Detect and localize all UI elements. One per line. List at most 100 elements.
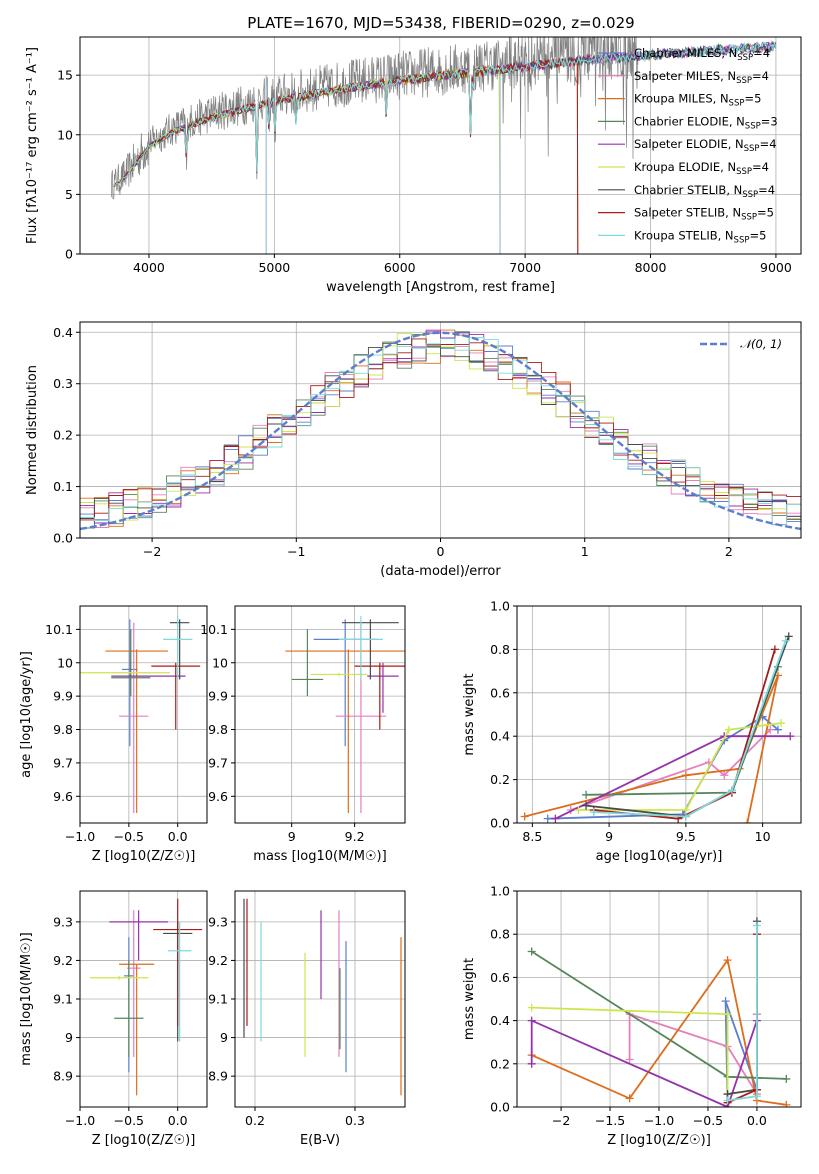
weight-marker bbox=[582, 801, 591, 810]
axes-frame bbox=[516, 890, 802, 1108]
weight-marker bbox=[721, 997, 730, 1006]
x-tick-label: 9.2 bbox=[345, 829, 365, 844]
panel-age_vs_Z: −1.0 −0.5 0.0 9.6 9.7 9.8 9.9 10 10.1 Z [log10(Z/… bbox=[19, 605, 208, 864]
weight-marker bbox=[582, 790, 591, 799]
weight-marker bbox=[723, 1096, 732, 1105]
axes-frame bbox=[79, 890, 208, 1108]
gridlines bbox=[235, 891, 405, 1107]
x-tick-label: −0.5 bbox=[693, 1113, 723, 1128]
axes-frame bbox=[79, 321, 802, 539]
x-tick-label: 6000 bbox=[384, 260, 416, 275]
legend-entry: Chabrier MILES, NSSP=4 bbox=[634, 46, 770, 63]
legend-entry: 𝒩(0, 1) bbox=[740, 337, 782, 351]
panel-weight_vs_age: 8.5 9 9.5 10 0.0 0.2 0.4 0.6 0.8 1.0 age [log10(ag… bbox=[462, 599, 802, 864]
weight-marker bbox=[784, 632, 793, 641]
x-axis-label: wavelength [Angstrom, rest frame] bbox=[326, 280, 555, 295]
weight-marker bbox=[527, 1016, 536, 1025]
x-tick-label: 0.0 bbox=[747, 1113, 767, 1128]
y-axis-label: Normed distribution bbox=[25, 365, 40, 495]
y-tick-label: 9.7 bbox=[53, 755, 73, 770]
y-tick-label: 10.1 bbox=[45, 622, 73, 637]
y-tick-label: 9.8 bbox=[208, 722, 228, 737]
x-tick-label: −1.0 bbox=[65, 1113, 95, 1128]
y-tick-label: 9.1 bbox=[53, 992, 73, 1007]
y-tick-label: 1.0 bbox=[490, 599, 510, 614]
x-tick-label: 0.0 bbox=[168, 829, 188, 844]
y-tick-label: 0.8 bbox=[490, 642, 510, 657]
legend: Chabrier MILES, NSSP=4 Salpeter MILES, NS… bbox=[598, 46, 778, 245]
y-tick-label: 0.4 bbox=[490, 729, 510, 744]
x-tick-label: 4000 bbox=[133, 260, 165, 275]
y-tick-label: 0.6 bbox=[490, 970, 510, 985]
x-tick-label: 9000 bbox=[760, 260, 792, 275]
x-tick-label: −2 bbox=[143, 544, 161, 559]
y-tick-label: 8.9 bbox=[208, 1069, 228, 1084]
y-tick-label: 9.2 bbox=[53, 953, 73, 968]
y-tick-label: 0.0 bbox=[53, 531, 73, 546]
panel-age_vs_mass: 9 9.2 9.6 9.7 9.8 9.9 10 10.1 mass [log10(M/M☉)] bbox=[200, 605, 406, 864]
y-tick-label: 0.2 bbox=[53, 428, 73, 443]
weight-marker bbox=[589, 808, 598, 817]
legend: 𝒩(0, 1) bbox=[700, 337, 782, 351]
weight-series-line bbox=[727, 921, 758, 1095]
panel-spectrum: 4000 5000 6000 7000 8000 9000 0 5 10 15 wavelength… bbox=[25, 36, 802, 295]
plot-area bbox=[285, 616, 405, 813]
x-tick-label: −1.0 bbox=[65, 829, 95, 844]
weight-marker bbox=[625, 1094, 634, 1103]
y-axis-label: age [log10(age/yr)] bbox=[19, 651, 34, 778]
x-tick-label: −2 bbox=[552, 1113, 570, 1128]
residual-histogram bbox=[80, 336, 801, 538]
y-tick-label: 10.1 bbox=[200, 622, 228, 637]
y-tick-label: 0 bbox=[65, 247, 73, 262]
panel-mass_vs_EBV: 0.2 0.3 8.9 9 9.1 9.2 9.3 E(B-V) bbox=[208, 890, 406, 1148]
weight-marker bbox=[723, 956, 732, 965]
x-tick-label: 8000 bbox=[635, 260, 667, 275]
x-axis-label: Z [log10(Z/Z☉)] bbox=[92, 849, 196, 864]
weight-marker bbox=[527, 1059, 536, 1068]
weight-marker bbox=[743, 819, 752, 823]
y-tick-label: 15 bbox=[57, 68, 73, 83]
model-spectrum-line bbox=[113, 41, 777, 187]
y-tick-label: 0.0 bbox=[490, 1100, 510, 1115]
panel-weight_vs_Z: −2 −1.5 −1.0 −0.5 0.0 0.0 0.2 0.4 0.6 0.8 1.0 Z [lo… bbox=[462, 884, 802, 1148]
weight-marker bbox=[781, 636, 790, 645]
x-tick-label: 2 bbox=[725, 544, 733, 559]
y-tick-label: 9.1 bbox=[208, 992, 228, 1007]
y-tick-label: 9.7 bbox=[208, 755, 228, 770]
y-tick-label: 10 bbox=[57, 127, 73, 142]
x-axis-label: E(B-V) bbox=[300, 1133, 340, 1148]
weight-marker bbox=[681, 812, 690, 821]
model-spectrum-line bbox=[113, 57, 579, 254]
weight-marker bbox=[727, 786, 736, 795]
x-tick-label: −1.5 bbox=[595, 1113, 625, 1128]
panel-mass_vs_Z: −1.0 −0.5 0.0 8.9 9 9.1 9.2 9.3 Z [log10(Z/Z☉)] m… bbox=[19, 890, 208, 1148]
legend-entry: Salpeter ELODIE, NSSP=4 bbox=[634, 137, 777, 154]
gridlines bbox=[517, 890, 801, 1108]
x-tick-label: 9.5 bbox=[676, 829, 696, 844]
x-tick-label: 8.5 bbox=[522, 829, 542, 844]
weight-marker bbox=[681, 771, 690, 780]
y-axis-label: Flux [fλ10⁻¹⁷ erg cm⁻² s⁻¹ A⁻¹] bbox=[25, 47, 40, 244]
weight-marker bbox=[752, 1092, 761, 1101]
y-tick-label: 9.3 bbox=[53, 914, 73, 929]
x-tick-label: −0.5 bbox=[114, 1113, 144, 1128]
y-tick-label: 0.2 bbox=[490, 1056, 510, 1071]
y-tick-label: 9.3 bbox=[208, 914, 228, 929]
axes-frame bbox=[516, 605, 802, 824]
legend-entry: Kroupa MILES, NSSP=5 bbox=[634, 92, 761, 109]
x-tick-label: 5000 bbox=[258, 260, 290, 275]
axes-frame bbox=[234, 890, 406, 1108]
gridlines bbox=[79, 606, 207, 823]
y-tick-label: 0.0 bbox=[490, 816, 510, 831]
y-tick-label: 9.9 bbox=[208, 689, 228, 704]
x-tick-label: −1.0 bbox=[644, 1113, 674, 1128]
y-tick-label: 0.6 bbox=[490, 685, 510, 700]
y-axis-label: mass weight bbox=[462, 673, 477, 755]
x-tick-label: 0 bbox=[437, 544, 445, 559]
plot-area bbox=[80, 329, 801, 538]
y-tick-label: 9.2 bbox=[208, 953, 228, 968]
figure-title: PLATE=1670, MJD=53438, FIBERID=0290, z=0… bbox=[247, 14, 634, 32]
plot-area bbox=[80, 616, 201, 813]
gridlines bbox=[235, 606, 405, 823]
residual-histogram bbox=[80, 342, 801, 538]
